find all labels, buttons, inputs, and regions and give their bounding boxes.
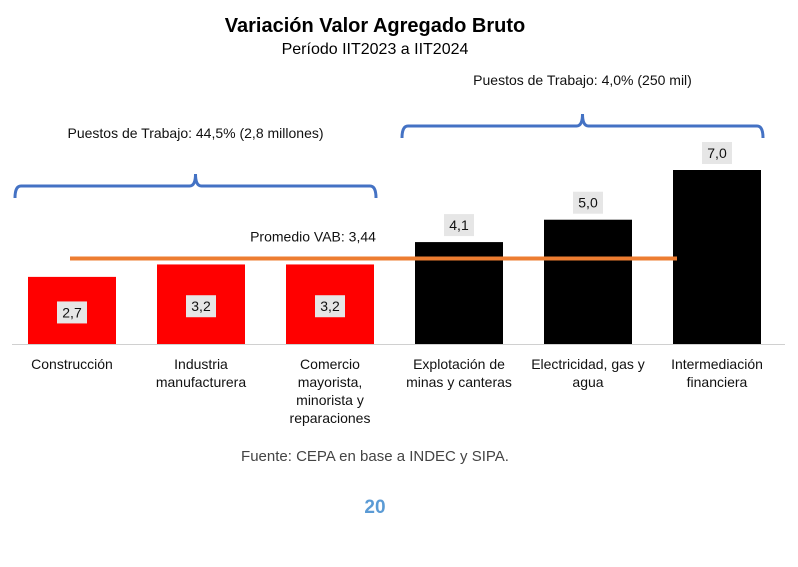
data-label-box — [186, 295, 216, 318]
source-note: Fuente: CEPA en base a INDEC y SIPA. — [241, 448, 509, 465]
x-tick-label: Industria — [174, 356, 228, 372]
group-label: Puestos de Trabajo: 44,5% (2,8 millones) — [67, 125, 323, 141]
x-tick-label: Explotación de — [413, 356, 505, 372]
data-label: 2,7 — [62, 304, 82, 320]
x-tick-label: minas y canteras — [406, 374, 512, 390]
chart-subtitle: Período IIT2023 a IIT2024 — [282, 41, 469, 58]
group-label: Puestos de Trabajo: 4,0% (250 mil) — [473, 72, 692, 88]
bar — [544, 219, 632, 344]
data-label: 4,1 — [449, 217, 469, 233]
x-tick-label: financiera — [687, 374, 748, 390]
x-tick-label: manufacturera — [156, 374, 246, 390]
bar — [673, 170, 761, 344]
data-label-box — [702, 142, 732, 164]
page-number: 20 — [364, 497, 385, 518]
x-tick-label: minorista y — [296, 392, 364, 408]
data-label-box — [57, 301, 87, 324]
chart-title: Variación Valor Agregado Bruto — [225, 15, 525, 37]
x-tick-label: mayorista, — [298, 374, 363, 390]
data-label-box — [573, 191, 603, 214]
x-tick-label: Intermediación — [671, 356, 763, 372]
data-label: 5,0 — [578, 195, 598, 211]
group-brace — [400, 113, 765, 139]
data-label: 3,2 — [191, 298, 211, 314]
x-tick-label: Construcción — [31, 356, 113, 372]
x-tick-label: Comercio — [300, 356, 360, 372]
x-tick-label: agua — [572, 374, 603, 390]
x-tick-label: reparaciones — [290, 410, 371, 426]
data-label: 3,2 — [320, 298, 340, 314]
x-tick-label: Electricidad, gas y — [531, 356, 645, 372]
group-brace — [13, 173, 378, 199]
data-label-box — [444, 214, 474, 237]
average-line-label: Promedio VAB: 3,44 — [250, 228, 376, 244]
data-label-box — [315, 295, 345, 318]
plot-area: 2,7 Construcción 3,2 Industria manufacturera… — [12, 72, 785, 426]
data-label: 7,0 — [707, 145, 727, 161]
